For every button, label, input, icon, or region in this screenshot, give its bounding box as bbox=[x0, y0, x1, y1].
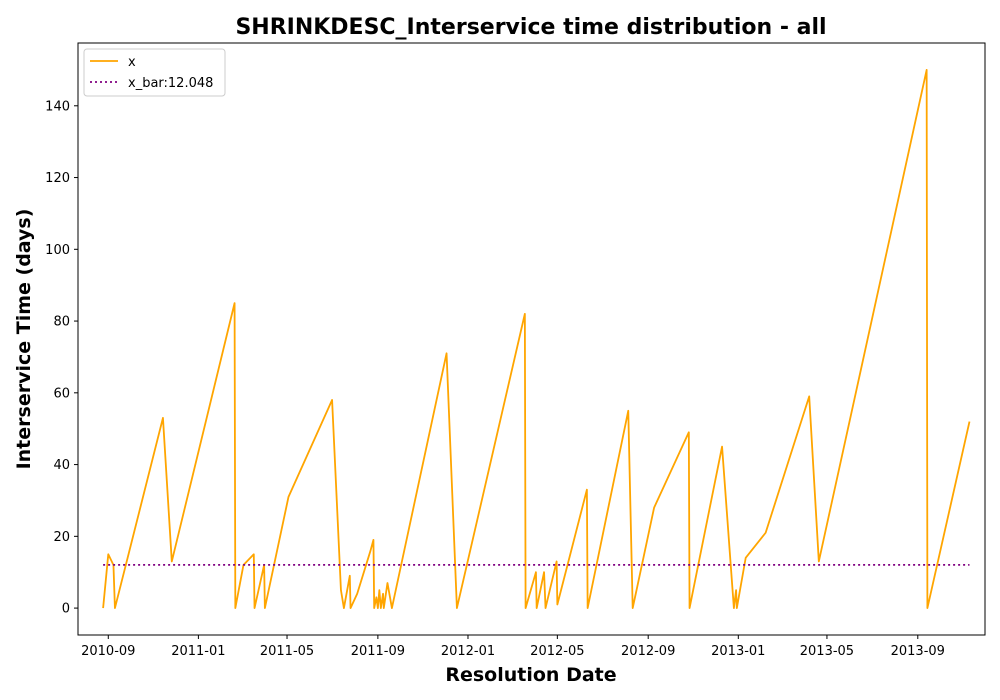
y-axis: 0 20 40 60 80 100 120 140 bbox=[45, 99, 78, 617]
y-tick-label: 120 bbox=[45, 171, 70, 186]
legend-label-x-bar: x_bar:12.048 bbox=[128, 76, 213, 91]
y-tick-label: 140 bbox=[45, 99, 70, 114]
x-tick-label: 2010-09 bbox=[81, 644, 135, 659]
chart-title: SHRINKDESC_Interservice time distributio… bbox=[235, 15, 826, 40]
y-tick-label: 60 bbox=[53, 386, 70, 401]
y-tick-label: 80 bbox=[53, 315, 70, 330]
x-axis: 2010-09 2011-01 2011-05 2011-09 2012-01 2012-… bbox=[81, 635, 945, 659]
x-tick-label: 2011-01 bbox=[171, 644, 225, 659]
plot-lines bbox=[102, 69, 971, 609]
plot-frame bbox=[77, 42, 986, 636]
x-tick-label: 2012-05 bbox=[530, 644, 584, 659]
y-tick-label: 100 bbox=[45, 243, 70, 258]
x-tick-label: 2011-09 bbox=[351, 644, 405, 659]
x-tick-label: 2012-01 bbox=[441, 644, 495, 659]
x-tick-label: 2012-09 bbox=[621, 644, 675, 659]
series-line-x bbox=[102, 69, 971, 609]
y-tick-label: 0 bbox=[62, 602, 70, 617]
x-tick-label: 2013-05 bbox=[800, 644, 854, 659]
legend: x x_bar:12.048 bbox=[83, 48, 226, 97]
x-tick-label: 2013-01 bbox=[711, 644, 765, 659]
y-axis-label: Interservice Time (days) bbox=[13, 209, 35, 470]
x-tick-label: 2013-09 bbox=[891, 644, 945, 659]
x-tick-label: 2011-05 bbox=[260, 644, 314, 659]
legend-box bbox=[83, 48, 226, 97]
legend-label-x: x bbox=[128, 55, 136, 70]
y-tick-label: 40 bbox=[53, 458, 70, 473]
x-axis-label: Resolution Date bbox=[445, 664, 616, 686]
y-tick-label: 20 bbox=[53, 530, 70, 545]
